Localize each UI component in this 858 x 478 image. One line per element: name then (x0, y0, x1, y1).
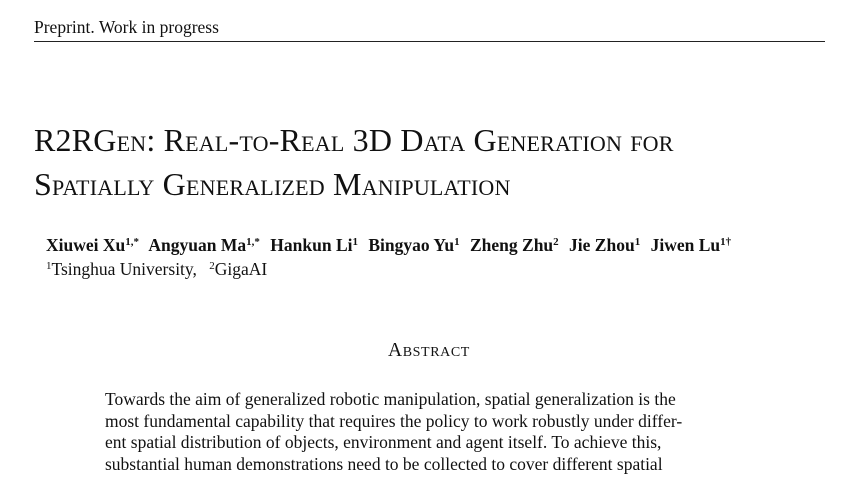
author-name: Angyuan Ma (148, 235, 247, 255)
affiliation-name: GigaAI (214, 259, 268, 279)
author-marks: 1,* (125, 236, 139, 248)
affiliation-mark: 1 (46, 260, 52, 272)
abstract-line: substantial human demonstrations need to… (105, 453, 663, 474)
abstract-line: ent spatial distribution of objects, env… (105, 432, 662, 452)
paper-title: R2RGen: Real-to-Real 3D Data Generation … (34, 118, 844, 206)
author-marks: 1 (454, 236, 460, 248)
affiliation-list: 1Tsinghua University, 2GigaAI (46, 258, 275, 280)
author-name: Jiwen Lu (650, 235, 721, 255)
title-line-2: Spatially Generalized Manipulation (34, 166, 511, 202)
author-name: Xiuwei Xu (46, 235, 126, 255)
author: Jie Zhou1 (569, 235, 640, 255)
affiliation-name: Tsinghua University, (51, 259, 197, 279)
abstract-line: most fundamental capability that require… (105, 410, 683, 431)
author-name: Hankun Li (270, 235, 353, 255)
abstract-heading: Abstract (388, 340, 470, 361)
author: Jiwen Lu1† (651, 235, 732, 255)
author-list: Xiuwei Xu1,* Angyuan Ma1,* Hankun Li1 Bi… (46, 234, 856, 256)
author-marks: 1 (352, 236, 358, 248)
author: Bingyao Yu1 (368, 235, 459, 255)
author: Zheng Zhu2 (470, 235, 559, 255)
author-name: Zheng Zhu (470, 235, 554, 255)
author-marks: 1 (634, 236, 641, 248)
affiliation-mark: 2 (209, 260, 215, 272)
title-line-1: R2RGen: Real-to-Real 3D Data Generation … (34, 122, 674, 158)
author-marks: 1† (720, 236, 732, 248)
running-head-text: Preprint. Work in progress (34, 17, 219, 37)
author: Xiuwei Xu1,* (46, 235, 139, 255)
running-head: Preprint. Work in progress (34, 16, 825, 42)
author-marks: 2 (553, 236, 559, 248)
author: Hankun Li1 (270, 235, 358, 255)
abstract-body: Towards the aim of generalized robotic m… (105, 389, 765, 475)
affiliation: 2GigaAI (209, 259, 267, 279)
author: Angyuan Ma1,* (148, 235, 259, 255)
author-name: Jie Zhou (569, 235, 635, 255)
abstract-line: Towards the aim of generalized robotic m… (105, 389, 676, 409)
affiliation: 1Tsinghua University, (46, 259, 197, 279)
author-marks: 1,* (246, 236, 260, 248)
author-name: Bingyao Yu (368, 235, 455, 255)
